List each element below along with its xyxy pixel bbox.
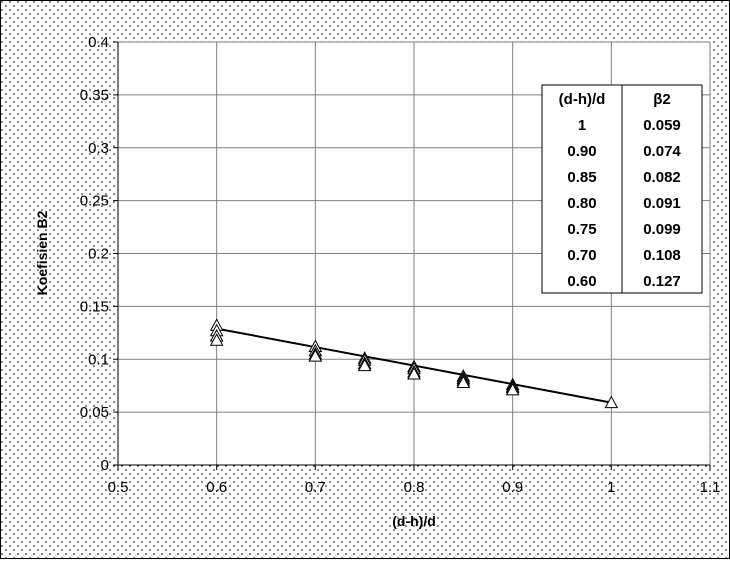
y-tick-label: 0.25 bbox=[80, 193, 109, 210]
triangle-marker bbox=[209, 333, 224, 346]
table-cell: 0.90 bbox=[567, 143, 596, 160]
table-header-cell: β2 bbox=[653, 91, 671, 108]
table-cell: 0.60 bbox=[567, 273, 596, 290]
table-cell: 0.082 bbox=[643, 169, 681, 186]
triangle-marker bbox=[456, 375, 471, 389]
table-cell: 0.70 bbox=[567, 247, 596, 264]
table-header-cell: (d-h)/d bbox=[559, 91, 606, 108]
x-tick-label: 0.9 bbox=[502, 479, 523, 496]
x-tick-label: 1 bbox=[607, 479, 615, 496]
triangle-marker bbox=[357, 358, 372, 372]
x-tick-label: 1.1 bbox=[700, 479, 721, 496]
axes: 0.5 0.6 0.7 0.8 0.9 1 1.1 0 0.05 0.1 0.15 0.2 0.25 0.… bbox=[80, 34, 721, 496]
table-cell: 0.80 bbox=[567, 195, 596, 212]
y-tick-label: 0.1 bbox=[88, 351, 109, 368]
table-cell: 0.75 bbox=[567, 221, 596, 238]
table-cell: 0.059 bbox=[643, 117, 681, 134]
table-cell: 1 bbox=[578, 117, 586, 134]
table-cell: 0.091 bbox=[643, 195, 681, 212]
table-cell: 0.85 bbox=[567, 169, 596, 186]
x-tick-label: 0.6 bbox=[206, 479, 227, 496]
x-axis-label: (d-h)/d bbox=[392, 513, 436, 529]
table-cell: 0.099 bbox=[643, 221, 681, 238]
series-group bbox=[209, 318, 619, 409]
y-tick-label: 0.35 bbox=[80, 87, 109, 104]
data-table: (d-h)/d β2 1 0.059 0.90 0.074 0.85 0.082 0.80 0.0… bbox=[541, 84, 703, 294]
y-tick-label: 0.4 bbox=[88, 34, 109, 51]
y-tick-label: 0.05 bbox=[80, 404, 109, 421]
table-cell: 0.127 bbox=[643, 273, 681, 290]
y-tick-label: 0.2 bbox=[88, 246, 109, 263]
triangle-marker bbox=[604, 395, 619, 409]
table-cell: 0.108 bbox=[643, 247, 681, 264]
table-cell: 0.074 bbox=[643, 143, 681, 160]
y-tick-label: 0.3 bbox=[88, 140, 109, 157]
y-axis-label: Koefisien B2 bbox=[34, 210, 50, 295]
triangle-marker bbox=[505, 382, 520, 396]
triangle-marker bbox=[308, 349, 323, 362]
x-tick-label: 0.8 bbox=[404, 479, 425, 496]
x-tick-label: 0.7 bbox=[305, 479, 326, 496]
y-tick-label: 0 bbox=[101, 457, 109, 474]
y-tick-label: 0.15 bbox=[80, 298, 109, 315]
triangle-marker bbox=[407, 367, 421, 380]
x-tick-label: 0.5 bbox=[108, 479, 129, 496]
